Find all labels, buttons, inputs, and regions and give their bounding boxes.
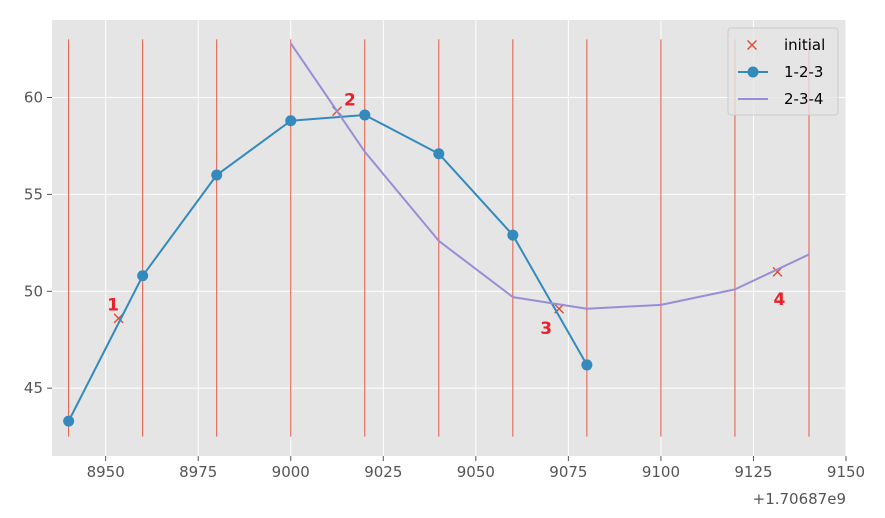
x-tick-label: 9075	[549, 463, 587, 481]
annotation-label: 1	[107, 296, 119, 316]
x-tick-label: 9050	[457, 463, 495, 481]
data-point	[285, 115, 297, 127]
y-ticks: 45 50 55 60	[24, 89, 52, 397]
legend: initial 1-2-3 2-3-4	[727, 27, 839, 116]
data-point	[359, 109, 371, 121]
x-ticks: 8950 8975 9000 9025 9050 9075 9100 9125 9150	[87, 456, 865, 481]
data-point	[211, 169, 223, 181]
series-2-3-4	[289, 42, 810, 310]
x-tick-label: 9150	[827, 463, 865, 481]
y-tick-label: 60	[24, 89, 43, 107]
y-tick-label: 45	[24, 379, 43, 397]
series-layer	[63, 42, 810, 427]
data-point	[581, 359, 593, 371]
series-line-1-2-3	[67, 113, 588, 422]
x-tick-label: 9000	[272, 463, 310, 481]
legend-label: initial	[784, 36, 825, 54]
legend-label: 2-3-4	[784, 90, 823, 108]
x-tick-label: 9125	[734, 463, 772, 481]
x-tick-label: 9025	[364, 463, 402, 481]
plot-background	[52, 20, 846, 456]
x-marker-stroke	[747, 40, 757, 50]
data-point	[137, 270, 149, 282]
data-point	[433, 148, 445, 160]
legend-marker	[747, 40, 757, 50]
legend-entry-initial: initial	[747, 36, 825, 54]
legend-label: 1-2-3	[784, 63, 823, 81]
legend-box	[727, 27, 839, 116]
data-point	[507, 229, 519, 241]
x-tick-label: 8950	[87, 463, 125, 481]
legend-marker	[747, 66, 759, 78]
annotation-label: 4	[773, 290, 785, 310]
legend-entry-1-2-3: 1-2-3	[738, 63, 823, 81]
annotations: 1 2 3 4	[107, 90, 785, 339]
x-tick-label: 9100	[642, 463, 680, 481]
y-tick-label: 50	[24, 282, 43, 300]
legend-entry-2-3-4: 2-3-4	[738, 90, 823, 108]
x-offset-label: +1.70687e9	[753, 490, 846, 508]
data-point	[63, 415, 75, 427]
legend-items: initial 1-2-3 2-3-4	[738, 36, 825, 108]
annotation-label: 3	[540, 319, 552, 339]
y-tick-label: 55	[24, 185, 43, 203]
annotation-label: 2	[344, 90, 356, 110]
series-line-2-3-4	[289, 42, 810, 310]
x-tick-label: 8975	[179, 463, 217, 481]
series-1-2-3	[63, 109, 593, 427]
